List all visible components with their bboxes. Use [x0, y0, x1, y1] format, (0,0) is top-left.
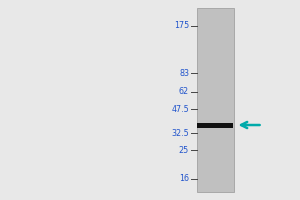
Text: 47.5: 47.5 [171, 105, 189, 114]
Text: 83: 83 [179, 69, 189, 78]
Bar [196, 8, 234, 192]
Text: 32.5: 32.5 [171, 129, 189, 138]
Text: 175: 175 [174, 21, 189, 30]
Bar [197, 123, 233, 128]
Text: 16: 16 [179, 174, 189, 183]
Text: 25: 25 [179, 146, 189, 155]
Text: 62: 62 [179, 87, 189, 96]
